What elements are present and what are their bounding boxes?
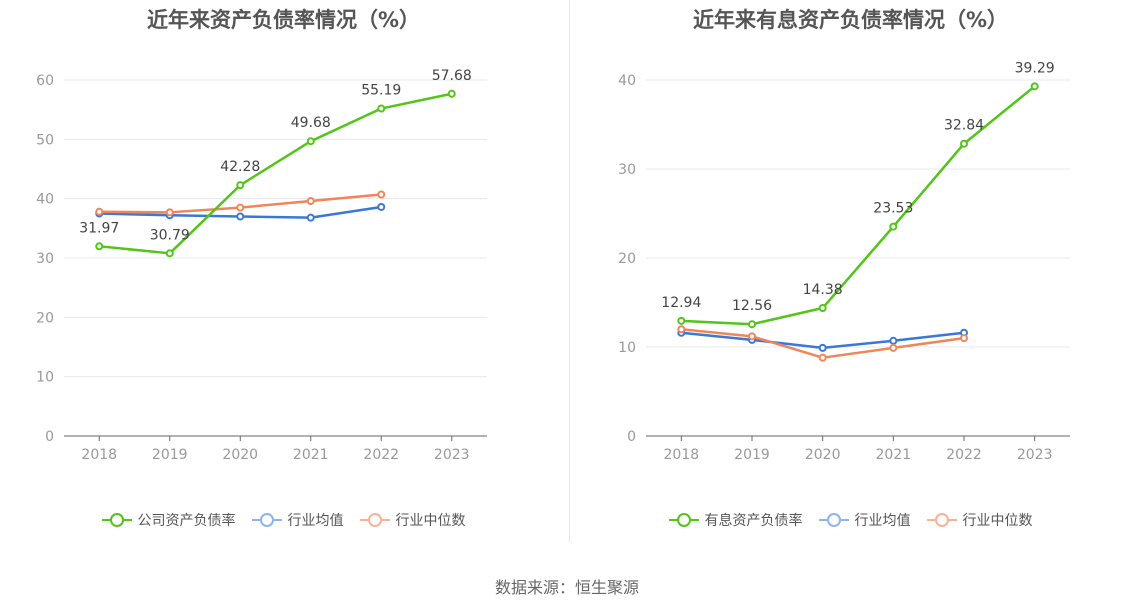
data-point	[95, 207, 104, 216]
series-line	[681, 85, 1036, 326]
x-tick-label: 2019	[152, 447, 188, 463]
legend-item-median[interactable]: 行业中位数	[359, 510, 466, 530]
data-point	[306, 137, 315, 146]
data-point	[447, 89, 456, 98]
data-point	[1030, 82, 1039, 91]
data-point	[889, 222, 898, 231]
legend-label: 行业均值	[854, 513, 911, 529]
y-tick-label: 10	[36, 370, 54, 386]
data-label: 12.94	[661, 295, 701, 311]
x-tick-label: 2022	[946, 447, 982, 463]
x-tick-label: 2023	[434, 447, 470, 463]
data-point	[748, 320, 756, 329]
data-point	[818, 304, 827, 313]
data-point	[165, 249, 174, 258]
data-point	[889, 343, 898, 352]
y-tick-label: 20	[36, 310, 54, 326]
data-label: 14.38	[803, 282, 843, 298]
data-point	[377, 190, 386, 199]
data-source-note: 数据来源：恒生聚源	[494, 578, 639, 597]
data-point	[677, 325, 686, 334]
legend-line-icon	[818, 512, 849, 528]
data-point	[818, 353, 827, 362]
legend-line-icon	[359, 512, 390, 528]
data-point	[377, 104, 386, 113]
chart-panel-debt-ratio: 近年来资产负债率情况（%） 0 10 20 30 40 50 60 2018 2019 2020 2…	[0, 0, 567, 560]
legend-line-icon	[251, 512, 282, 528]
x-tick-label: 2022	[363, 447, 399, 463]
y-tick-label: 0	[627, 429, 636, 445]
x-tick-label: 2018	[81, 447, 117, 463]
line-chart-debt-ratio: 0 10 20 30 40 50 60 2018 2019 2020 2021 2022 2023 31.…	[36, 68, 487, 463]
data-point	[236, 181, 245, 190]
x-tick-label: 2018	[664, 447, 700, 463]
data-label: 39.29	[1015, 60, 1055, 76]
data-label: 12.56	[732, 298, 772, 314]
legend: 公司资产负债率 行业均值 行业中位数	[0, 510, 567, 530]
y-tick-label: 20	[618, 251, 636, 267]
y-tick-label: 50	[36, 132, 54, 148]
data-point	[306, 213, 315, 222]
data-point	[748, 332, 756, 341]
x-tick-label: 2020	[805, 447, 841, 463]
chart-panel-interest-debt-ratio: 近年来有息资产负债率情况（%） 0 10 20 30 40 2018 2019 2020 202…	[567, 0, 1134, 560]
data-point	[818, 343, 827, 352]
series-line	[99, 92, 453, 255]
legend-item-company[interactable]: 公司资产负债率	[101, 510, 236, 530]
data-point	[960, 139, 968, 148]
data-point	[236, 203, 245, 212]
legend: 有息资产负债率 行业均值 行业中位数	[567, 510, 1134, 530]
data-point	[165, 208, 174, 217]
legend-item-company[interactable]: 有息资产负债率	[668, 510, 803, 530]
data-label: 32.84	[944, 118, 984, 134]
x-tick-label: 2020	[222, 447, 258, 463]
x-tick-label: 2019	[734, 447, 770, 463]
data-label: 30.79	[150, 227, 190, 243]
series-line	[681, 327, 965, 359]
data-label: 55.19	[361, 83, 401, 99]
data-point	[377, 202, 386, 211]
legend-item-average[interactable]: 行业均值	[818, 510, 911, 530]
x-tick-label: 2021	[876, 447, 912, 463]
data-label: 23.53	[873, 201, 913, 217]
legend-label: 有息资产负债率	[704, 513, 803, 529]
y-tick-label: 30	[618, 162, 636, 178]
data-point	[960, 334, 968, 343]
data-point	[306, 197, 315, 206]
legend-line-icon	[101, 512, 132, 528]
legend-label: 行业中位数	[395, 513, 466, 529]
chart-title: 近年来有息资产负债率情况（%）	[692, 8, 1009, 32]
data-label: 57.68	[432, 68, 472, 84]
x-tick-label: 2021	[293, 447, 329, 463]
y-tick-label: 40	[618, 73, 636, 89]
legend-label: 行业中位数	[962, 513, 1033, 529]
chart-title: 近年来资产负债率情况（%）	[146, 8, 421, 32]
data-point	[236, 212, 245, 221]
legend-line-icon	[926, 512, 957, 528]
data-point	[95, 242, 104, 251]
legend-item-median[interactable]: 行业中位数	[926, 510, 1033, 530]
y-tick-label: 40	[36, 192, 54, 208]
data-label: 31.97	[79, 220, 119, 236]
data-label: 49.68	[291, 115, 331, 131]
line-chart-interest-debt-ratio: 0 10 20 30 40 2018 2019 2020 2021 2022 2023 12.94 12…	[618, 60, 1070, 463]
legend-line-icon	[668, 512, 699, 528]
legend-item-average[interactable]: 行业均值	[251, 510, 344, 530]
data-point	[677, 316, 686, 325]
y-tick-label: 30	[36, 251, 54, 267]
x-tick-label: 2023	[1017, 447, 1053, 463]
legend-label: 公司资产负债率	[137, 513, 236, 529]
y-tick-label: 10	[618, 340, 636, 356]
y-tick-label: 0	[45, 429, 54, 445]
y-tick-label: 60	[36, 73, 54, 89]
data-label: 42.28	[220, 159, 260, 175]
legend-label: 行业均值	[287, 513, 344, 529]
data-point	[889, 336, 898, 345]
panel-divider	[569, 0, 570, 542]
